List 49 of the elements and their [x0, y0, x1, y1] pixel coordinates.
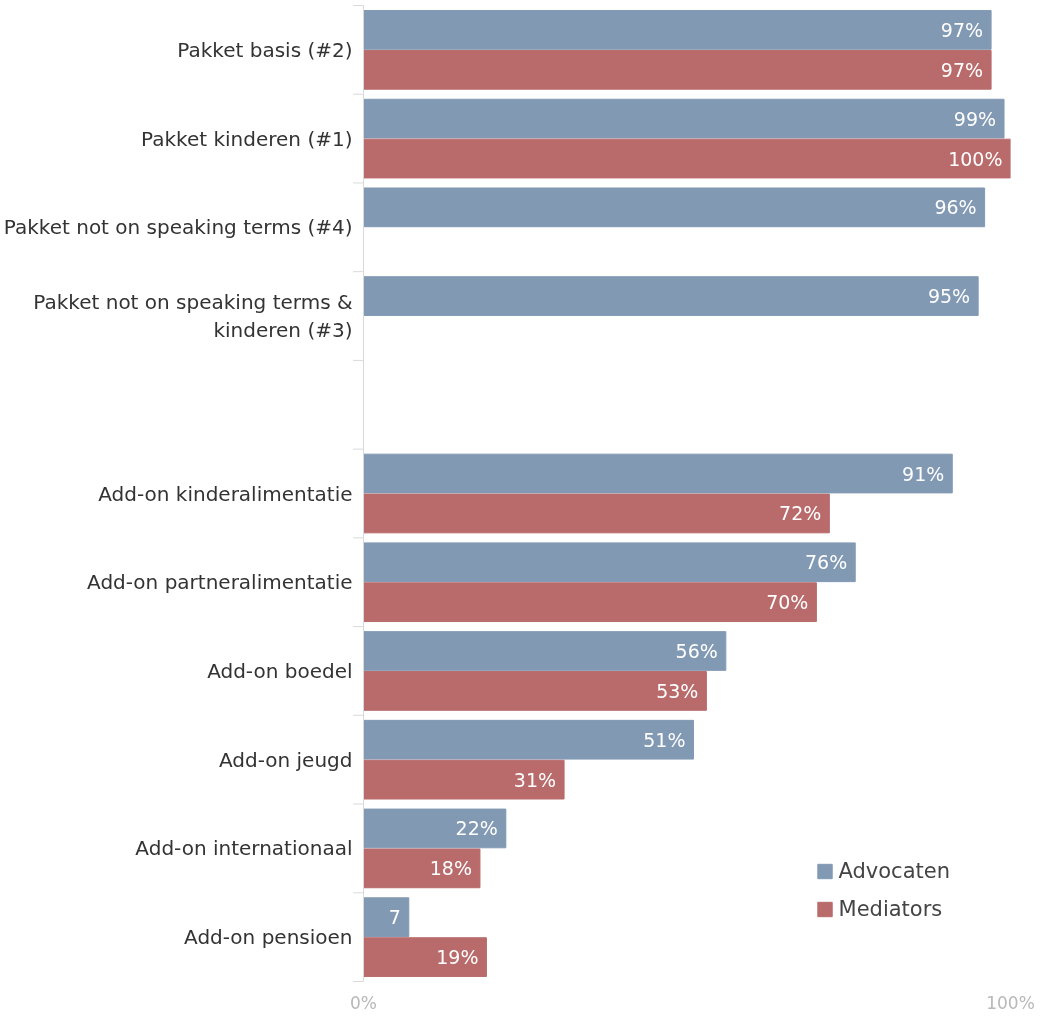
bar — [363, 719, 694, 760]
data-label: 76% — [804, 551, 848, 574]
bar — [363, 49, 992, 90]
y-tick-label: Add-on pensioen — [184, 925, 353, 950]
bar — [363, 138, 1011, 179]
data-label: 96% — [934, 196, 977, 219]
y-tick-label: Add-on kinderalimentatie — [98, 481, 353, 506]
data-label: 53% — [656, 679, 699, 702]
bar — [363, 937, 487, 977]
bar — [363, 631, 727, 671]
legend-label: Mediators — [838, 897, 943, 921]
data-label: 95% — [927, 285, 971, 308]
y-tick-label: Add-on partneralimentatie — [87, 570, 353, 595]
data-label: 70% — [766, 591, 809, 614]
bar — [363, 453, 953, 494]
data-label: 7 — [388, 906, 401, 929]
y-tick-label: Pakket not on speaking terms (#4) — [3, 215, 353, 240]
data-label: 97% — [940, 18, 984, 41]
data-label: 51% — [643, 728, 686, 751]
bar — [363, 493, 830, 534]
data-label: 99% — [953, 107, 997, 130]
data-label: 72% — [779, 502, 822, 525]
bar — [363, 582, 817, 623]
bar — [363, 897, 410, 938]
data-label: 22% — [455, 817, 498, 840]
bar — [363, 671, 707, 711]
bar — [363, 759, 565, 800]
y-tick-label: Add-on jeugd — [218, 747, 353, 772]
data-label: 18% — [429, 857, 472, 880]
y-tick-label: Pakket not on speaking terms & kinderen (#3) — [33, 289, 353, 343]
bar — [363, 10, 992, 50]
bar — [363, 542, 856, 583]
data-label: 19% — [436, 946, 479, 969]
data-label: 31% — [513, 768, 557, 791]
y-tick-label: Pakket kinderen (#1) — [141, 126, 353, 151]
data-label: 100% — [948, 147, 1003, 170]
y-tick-label: Pakket basis (#2) — [177, 37, 353, 62]
data-label: 97% — [940, 58, 984, 81]
x-tick-label: 0% — [350, 992, 377, 1013]
bar — [363, 276, 979, 316]
bar — [363, 808, 507, 849]
bar — [363, 187, 986, 228]
bar — [363, 98, 1005, 139]
bar — [363, 848, 481, 889]
data-label: 56% — [675, 639, 718, 662]
y-tick-label: Add-on boedel — [207, 658, 353, 683]
legend-label: Advocaten — [838, 859, 950, 883]
y-tick-label: Add-on internationaal — [135, 836, 353, 861]
data-label: 91% — [902, 462, 945, 485]
